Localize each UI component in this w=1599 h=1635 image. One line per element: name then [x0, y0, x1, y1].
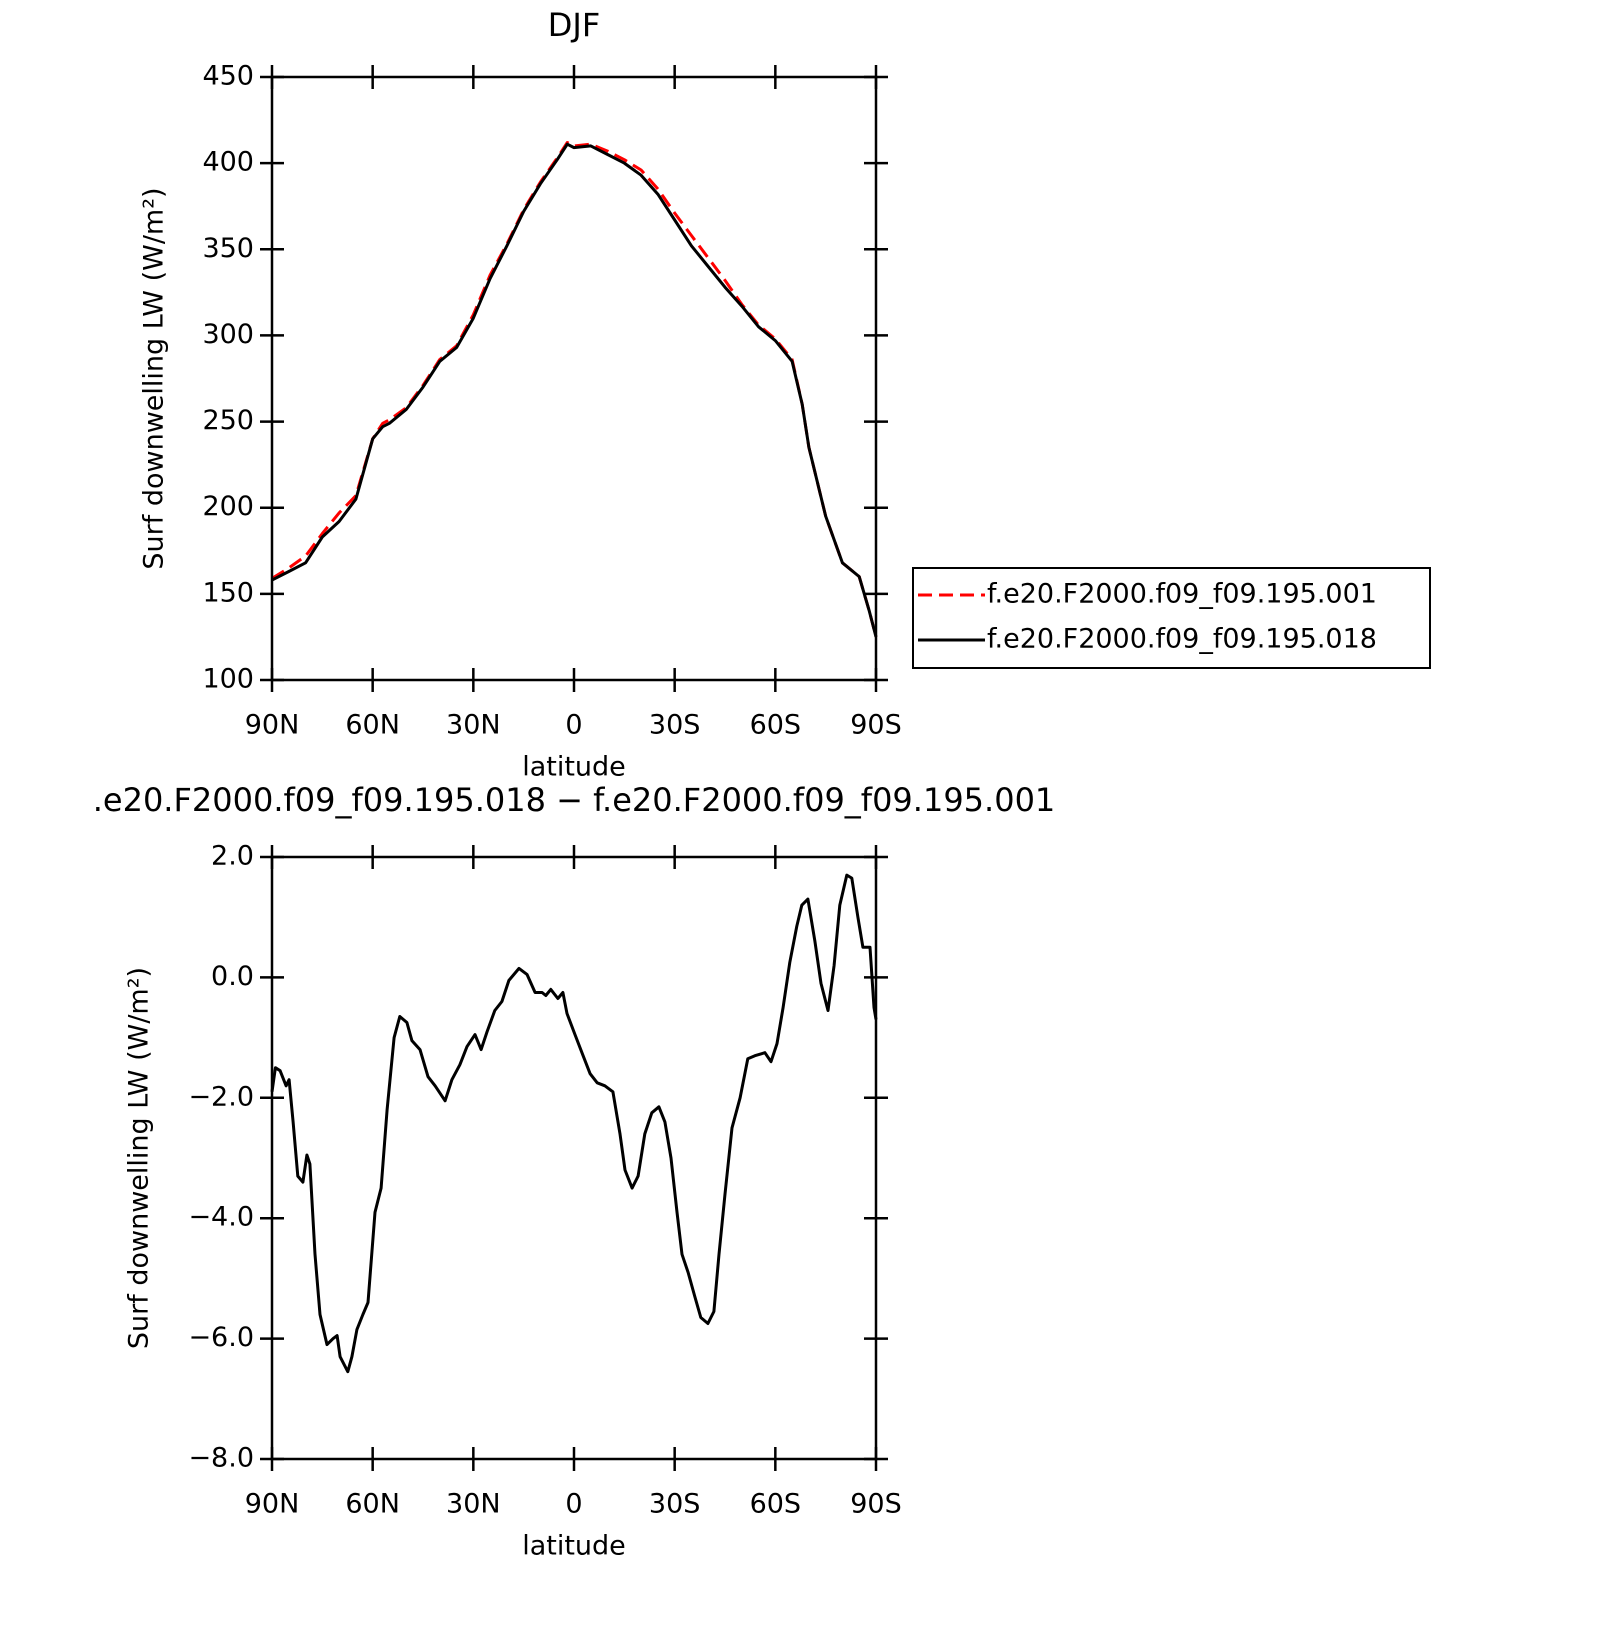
x-tick-label: 30N [446, 710, 501, 741]
x-tick-label: 0 [565, 710, 582, 741]
y-tick-label: 250 [202, 405, 254, 436]
y-tick-label: −2.0 [188, 1081, 254, 1112]
plot-frame [270, 75, 878, 682]
y-tick-label: −8.0 [188, 1443, 254, 1474]
y-tick-label: 300 [202, 319, 254, 350]
x-axis-label: latitude [522, 1531, 626, 1562]
plot-frame [270, 855, 878, 1461]
x-axis-label: latitude [522, 752, 626, 783]
data-line [270, 873, 878, 1374]
x-tick-label: 90N [245, 710, 300, 741]
x-tick-label: 60N [345, 1489, 400, 1520]
y-tick-label: 100 [202, 664, 254, 695]
x-tick-label: 30S [649, 1489, 701, 1520]
legend-box [912, 567, 1431, 669]
y-axis-label: Surf downwelling LW (W/m²) [139, 187, 170, 569]
y-tick-label: 400 [202, 147, 254, 178]
y-tick-label: 150 [202, 577, 254, 608]
x-tick-label: 60N [345, 710, 400, 741]
x-tick-label: 0 [565, 1489, 582, 1520]
chart-title: .e20.F2000.f09_f09.195.018 − f.e20.F2000… [93, 781, 1056, 819]
y-tick-label: −4.0 [188, 1202, 254, 1233]
y-axis-label: Surf downwelling LW (W/m²) [124, 967, 155, 1349]
x-tick-label: 30N [446, 1489, 501, 1520]
y-tick-label: 2.0 [211, 841, 254, 872]
y-tick-label: 450 [202, 61, 254, 92]
x-tick-label: 30S [649, 710, 701, 741]
y-tick-label: 350 [202, 233, 254, 264]
y-tick-label: −6.0 [188, 1322, 254, 1353]
x-tick-label: 90N [245, 1489, 300, 1520]
legend-label: f.e20.F2000.f09_f09.195.018 [987, 624, 1377, 655]
legend-label: f.e20.F2000.f09_f09.195.001 [987, 579, 1377, 610]
chart-title: DJF [548, 6, 600, 44]
y-tick-label: 0.0 [211, 961, 254, 992]
x-tick-label: 90S [850, 1489, 902, 1520]
x-tick-label: 90S [850, 710, 902, 741]
x-tick-label: 60S [750, 1489, 802, 1520]
data-line [271, 141, 878, 638]
data-line [271, 142, 878, 638]
x-tick-label: 60S [750, 710, 802, 741]
y-tick-label: 200 [202, 491, 254, 522]
